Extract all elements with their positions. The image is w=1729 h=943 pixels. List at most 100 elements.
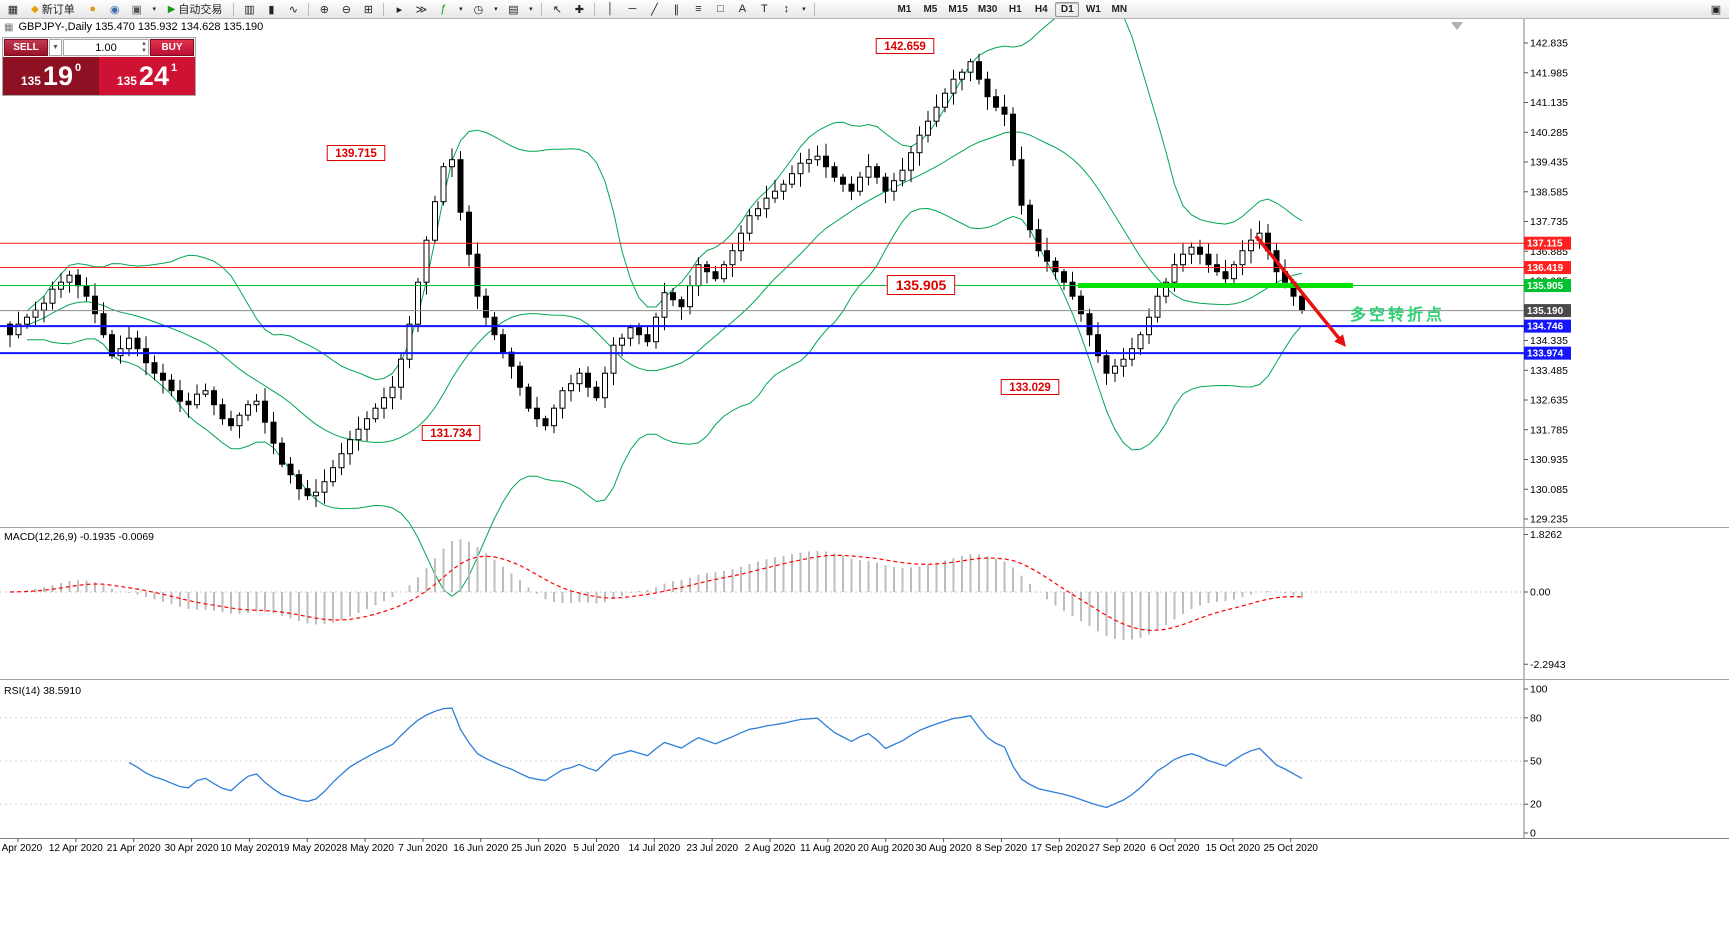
trade-controls-row: SELL ▼ 1.00 ▲ ▼ BUY <box>3 38 195 57</box>
svg-text:20: 20 <box>1530 799 1542 811</box>
text-icon[interactable]: A <box>732 1 752 17</box>
svg-text:141.985: 141.985 <box>1530 67 1568 79</box>
toolbar-sep <box>814 2 816 16</box>
svg-text:135.905: 135.905 <box>1527 281 1564 292</box>
sell-price-main: 19 <box>42 60 73 91</box>
indicators-caret[interactable]: ▾ <box>455 1 466 17</box>
sell-button[interactable]: SELL <box>4 39 48 56</box>
sell-price-display[interactable]: 135 19 0 <box>3 57 99 95</box>
horizontal-lines <box>0 242 1524 355</box>
timeframe-button-mn[interactable]: MN <box>1107 2 1131 17</box>
volume-up-icon[interactable]: ▲ <box>141 41 147 47</box>
volume-down-icon[interactable]: ▼ <box>141 48 147 54</box>
toolbar-sep <box>233 2 235 16</box>
templates-caret[interactable]: ▾ <box>525 1 536 17</box>
timeframe-button-m1[interactable]: M1 <box>892 2 916 17</box>
arrows-caret: ▾ <box>802 6 806 13</box>
price-label-box[interactable] <box>326 145 386 161</box>
templates-icon[interactable]: ▤ <box>503 1 523 17</box>
buy-price-display[interactable]: 135 24 1 <box>99 57 195 95</box>
chart-shift-icon: ▸ <box>396 3 403 16</box>
price-annotations[interactable]: 142.659 139.715 135.905 133.029 131.734 <box>326 38 1060 441</box>
periods-caret: ▾ <box>494 6 498 13</box>
date-label: 17 Sep 2020 <box>1031 843 1088 854</box>
time-axis[interactable]: 2 Apr 2020 12 Apr 2020 21 Apr 2020 30 Apr 2… <box>0 838 1318 854</box>
periods-icon: ◷ <box>473 3 484 16</box>
timeframe-button-m30[interactable]: M30 <box>974 2 1001 17</box>
periods-caret[interactable]: ▾ <box>490 1 501 17</box>
text-icon: A <box>738 3 747 15</box>
svg-text:129.235: 129.235 <box>1530 514 1568 526</box>
cursor-icon[interactable]: ↖ <box>547 1 567 17</box>
volume-field[interactable]: 1.00 ▲ ▼ <box>63 39 149 56</box>
timeframe-button-h1[interactable]: H1 <box>1003 2 1027 17</box>
price-label-text: 133.029 <box>1009 382 1051 394</box>
date-label: 11 Aug 2020 <box>800 843 856 854</box>
arrows-icon[interactable]: ↕ <box>776 1 796 17</box>
auto-scroll-icon[interactable]: ≫ <box>411 1 431 17</box>
periods-icon[interactable]: ◷ <box>468 1 488 17</box>
arrows-caret[interactable]: ▾ <box>798 1 809 17</box>
axis-price-tag <box>1524 261 1571 275</box>
zoom-out-icon[interactable]: ⊖ <box>336 1 356 17</box>
price-label-text: 135.905 <box>896 277 947 293</box>
terminal-icon: ▣ <box>131 3 142 16</box>
date-label: 25 Oct 2020 <box>1263 843 1318 854</box>
price-label-box[interactable] <box>421 425 481 441</box>
chart-shift-marker[interactable] <box>1451 22 1463 30</box>
vertical-line-icon[interactable]: │ <box>600 1 620 17</box>
volume-spinner[interactable]: ▲ ▼ <box>141 41 147 55</box>
trendline-icon[interactable]: ╱ <box>644 1 664 17</box>
price-axis[interactable]: 142.835 141.985 141.135 140.285 139.435 138.5… <box>1524 38 1571 526</box>
templates-caret: ▾ <box>529 6 533 13</box>
channel-icon[interactable]: ∥ <box>666 1 686 17</box>
terminal-icon[interactable]: ▣ <box>127 1 147 17</box>
symbol-ohlc-text: GBPJPY-,Daily 135.470 135.932 134.628 13… <box>18 21 264 33</box>
docking-icon[interactable]: ▣ <box>1706 1 1726 17</box>
toolbar-sep <box>308 2 310 16</box>
date-label: 7 Jun 2020 <box>398 843 448 854</box>
candlestick-chart-icon: ▮ <box>268 3 275 16</box>
toolbars-caret[interactable]: ▾ <box>149 1 160 17</box>
zoom-in-icon[interactable]: ⊕ <box>314 1 334 17</box>
chart-frame <box>0 19 1729 839</box>
price-label-text: 131.734 <box>430 428 472 440</box>
timeframe-button-d1[interactable]: D1 <box>1055 1 1080 17</box>
buy-button[interactable]: BUY <box>150 39 194 56</box>
new-order-button[interactable]: ◆ 新订单 <box>25 1 81 17</box>
auto-trading-button[interactable]: ▶ 自动交易 <box>162 1 229 17</box>
bar-chart-icon[interactable]: ▥ <box>239 1 259 17</box>
axis-price-tag <box>1524 279 1571 293</box>
indicators-icon[interactable]: ƒ <box>433 1 453 17</box>
chart-shift-icon[interactable]: ▸ <box>389 1 409 17</box>
svg-text:130.935: 130.935 <box>1530 454 1568 466</box>
horizontal-line-icon[interactable]: ─ <box>622 1 642 17</box>
crosshair-icon[interactable]: ✚ <box>569 1 589 17</box>
fibonacci-icon[interactable]: ≡ <box>688 1 708 17</box>
shapes-icon[interactable]: □ <box>710 1 730 17</box>
candlestick-chart-icon[interactable]: ▮ <box>261 1 281 17</box>
toolbar-sep <box>541 2 543 16</box>
new-chart-icon[interactable]: ▦ <box>3 1 23 17</box>
price-label-box[interactable] <box>1000 379 1060 395</box>
new-order-button-label: 新订单 <box>41 4 75 16</box>
turning-point-annotation[interactable]: 多空转折点 <box>1350 305 1445 324</box>
label-icon[interactable]: T <box>754 1 774 17</box>
sell-options-caret-icon[interactable]: ▼ <box>49 39 62 56</box>
auto-trading-button-label: 自动交易 <box>178 4 223 16</box>
timeframe-button-h4[interactable]: H4 <box>1029 2 1053 17</box>
svg-text:131.785: 131.785 <box>1530 424 1568 436</box>
svg-text:80: 80 <box>1530 712 1542 724</box>
chart-symbol-icon: ▦ <box>4 21 14 33</box>
timeframe-button-m15[interactable]: M15 <box>944 2 971 17</box>
timeframe-button-m5[interactable]: M5 <box>918 2 942 17</box>
tile-windows-icon[interactable]: ⊞ <box>358 1 378 17</box>
market-watch-icon[interactable]: ● <box>83 1 103 17</box>
navigator-icon[interactable]: ◉ <box>105 1 125 17</box>
line-chart-icon[interactable]: ∿ <box>283 1 303 17</box>
price-label-box[interactable] <box>886 275 956 295</box>
trend-arrow[interactable] <box>1254 234 1346 347</box>
timeframe-button-w1[interactable]: W1 <box>1081 2 1105 17</box>
price-label-box[interactable] <box>875 38 935 54</box>
